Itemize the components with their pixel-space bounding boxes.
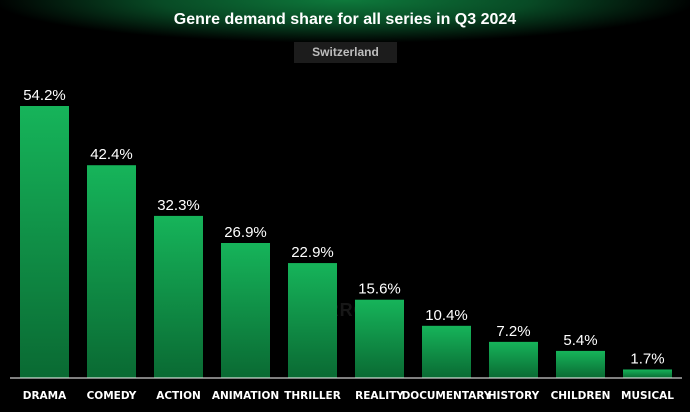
value-label-action: 32.3% [157,197,200,214]
region-badge: Switzerland [294,42,397,63]
value-label-reality: 15.6% [358,281,401,298]
tick-label-children: CHILDREN [551,390,611,402]
tick-label-comedy: COMEDY [87,390,137,402]
chart-title: Genre demand share for all series in Q3 … [173,11,517,28]
bar-history [489,341,538,378]
bar-comedy [87,165,136,378]
bar-documentary [422,325,471,378]
value-labels-group: 54.2% 42.4% 32.3% 26.9% 22.9% 15.6% 10.4% 7.2% 5… [23,87,664,367]
header-band [0,0,690,42]
value-label-children: 5.4% [563,332,597,349]
tick-label-thriller: THRILLER [284,390,341,402]
value-label-thriller: 22.9% [291,244,334,261]
tick-labels-group: DRAMA COMEDY ACTION ANIMATION THRILLER REALIT… [23,390,675,402]
tick-label-action: ACTION [156,390,201,402]
value-label-musical: 1.7% [630,350,664,367]
value-label-animation: 26.9% [224,224,267,241]
tick-label-history: HISTORY [488,390,540,402]
bar-action [154,215,203,378]
bar-reality [355,299,404,378]
bar-animation [221,243,270,378]
bar-thriller [288,263,337,378]
value-label-drama: 54.2% [23,87,66,104]
value-label-comedy: 42.4% [90,146,133,163]
bar-drama [20,106,69,378]
tick-label-reality: REALITY [355,390,404,402]
tick-label-documentary: DOCUMENTARY [402,390,492,402]
bar-children [556,350,605,378]
bar-musical [623,369,672,378]
value-label-history: 7.2% [496,323,530,340]
tick-label-animation: ANIMATION [212,390,279,402]
value-label-documentary: 10.4% [425,307,468,324]
tick-label-drama: DRAMA [23,390,67,402]
bars-group [20,106,672,378]
tick-label-musical: MUSICAL [621,390,674,402]
